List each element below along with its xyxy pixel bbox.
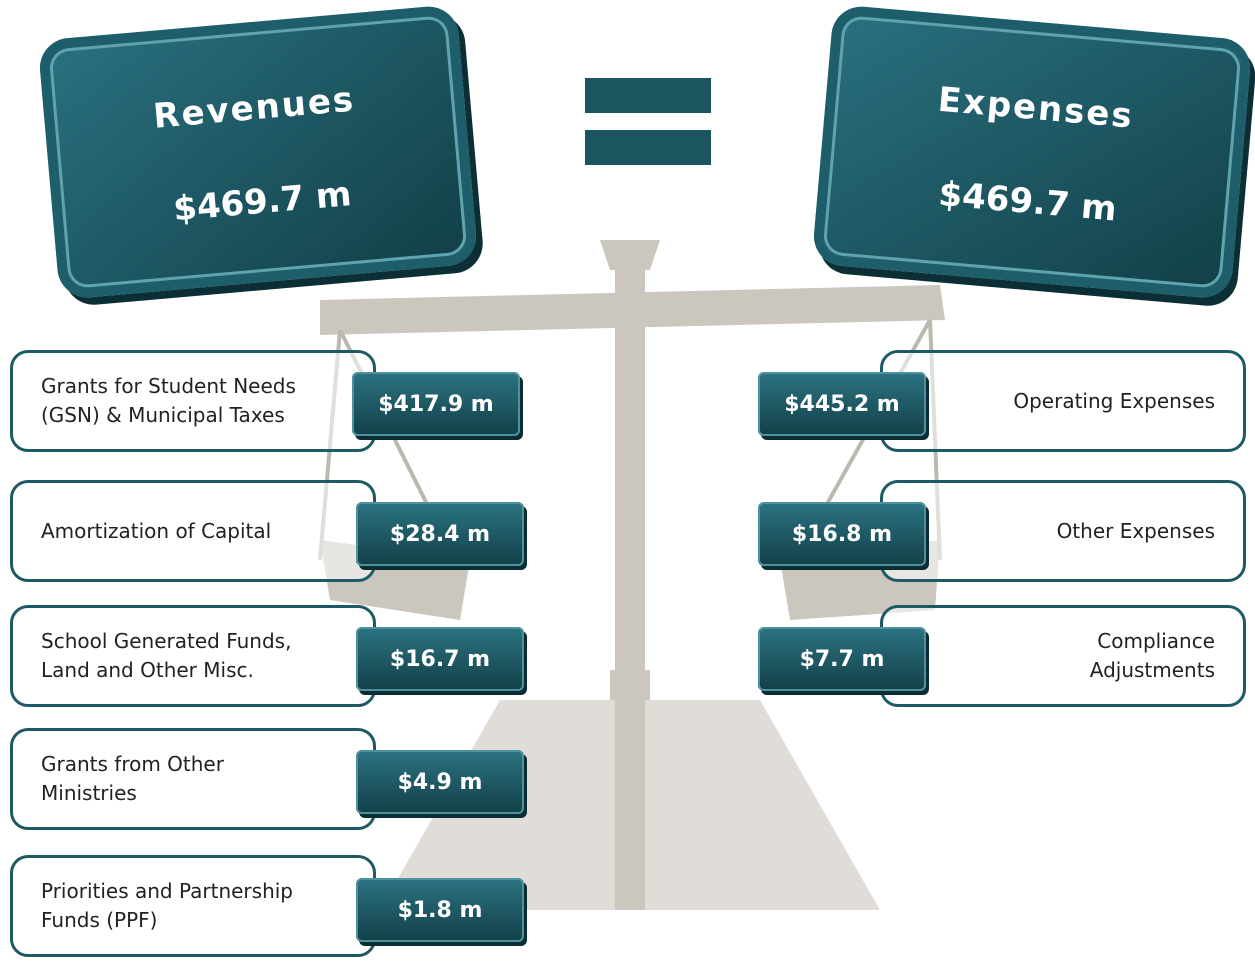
expenses-total: $469.7 m bbox=[937, 174, 1119, 230]
item-box: Other Expenses bbox=[880, 480, 1246, 582]
item-amount: $417.9 m bbox=[352, 372, 520, 436]
scale-beam bbox=[320, 285, 945, 335]
revenues-panel: Revenues $469.7 m bbox=[37, 4, 479, 300]
equals-bar bbox=[585, 130, 711, 165]
item-amount: $16.8 m bbox=[758, 502, 926, 566]
item-label: Grants from Other bbox=[41, 752, 224, 776]
item-amount: $7.7 m bbox=[758, 627, 926, 691]
item-box: Compliance Adjustments bbox=[880, 605, 1246, 707]
expenses-title: Expenses bbox=[936, 79, 1136, 137]
item-label: Other Expenses bbox=[1056, 518, 1215, 543]
expenses-panel: Expenses $469.7 m bbox=[811, 4, 1253, 300]
item-box: Operating Expenses bbox=[880, 350, 1246, 452]
item-amount: $28.4 m bbox=[356, 502, 524, 566]
item-label: Ministries bbox=[41, 781, 137, 805]
item-box: Priorities and Partnership Funds (PPF) bbox=[10, 855, 376, 957]
item-label: Funds (PPF) bbox=[41, 908, 158, 932]
equals-bar bbox=[585, 78, 711, 113]
item-box: Grants from Other Ministries bbox=[10, 728, 376, 830]
item-label: Amortization of Capital bbox=[41, 518, 272, 543]
item-label: Operating Expenses bbox=[1013, 388, 1215, 413]
item-amount: $4.9 m bbox=[356, 750, 524, 814]
revenues-title: Revenues bbox=[151, 79, 357, 137]
item-amount: $16.7 m bbox=[356, 627, 524, 691]
revenues-total: $469.7 m bbox=[171, 174, 353, 230]
item-label: Grants for Student Needs bbox=[41, 374, 296, 398]
item-box: Amortization of Capital bbox=[10, 480, 376, 582]
item-box: School Generated Funds, Land and Other Mi… bbox=[10, 605, 376, 707]
item-label: Priorities and Partnership bbox=[41, 879, 294, 903]
item-label: Compliance bbox=[1097, 629, 1215, 653]
item-label: School Generated Funds, bbox=[41, 629, 292, 653]
item-label: Land and Other Misc. bbox=[41, 658, 254, 682]
item-box: Grants for Student Needs (GSN) & Municipa… bbox=[10, 350, 376, 452]
item-amount: $1.8 m bbox=[356, 878, 524, 942]
item-amount: $445.2 m bbox=[758, 372, 926, 436]
scale-top bbox=[600, 240, 660, 270]
item-label: (GSN) & Municipal Taxes bbox=[41, 403, 285, 427]
scale-knot bbox=[610, 670, 650, 700]
item-label: Adjustments bbox=[1089, 658, 1215, 682]
